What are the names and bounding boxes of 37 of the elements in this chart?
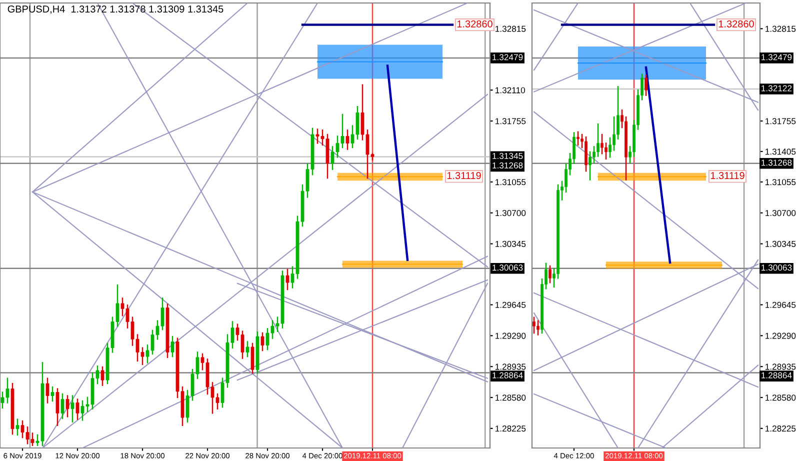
annotation: 1.32860 <box>457 20 492 28</box>
y-tick-label: 1.30700 <box>766 210 796 216</box>
y-tick-label: 1.28225 <box>766 426 796 432</box>
y-tick-label: 1.30345 <box>766 240 796 247</box>
y-tick-label: 1.29645 <box>496 302 526 308</box>
chart-title: GBPUSD,H4 1.31372 1.31378 1.31309 1.31345 <box>8 5 224 14</box>
y-tick-label: 1.30345 <box>496 240 526 247</box>
y-tick-label: 1.32110 <box>496 87 526 94</box>
y-tick-label: 1.30700 <box>496 210 526 216</box>
ref-line-label: 1.32122 <box>762 85 792 92</box>
y-tick-label: 1.28935 <box>496 364 526 370</box>
ref-line-label: 1.31268 <box>762 160 792 166</box>
y-tick-label: 1.31755 <box>496 118 526 124</box>
ref-line-label: 1.32479 <box>492 54 523 60</box>
y-tick-label: 1.31755 <box>766 118 796 124</box>
ref-line-label: 1.28864 <box>492 372 523 378</box>
ref-line-label: 1.30063 <box>762 264 792 271</box>
annotation: 1.31119 <box>447 172 481 180</box>
ref-line-label: 1.30063 <box>492 264 523 271</box>
ref-line-label: 1.32479 <box>762 54 792 60</box>
y-tick-label: 1.31055 <box>766 179 796 186</box>
y-tick-label: 1.28935 <box>766 364 796 370</box>
y-tick-label: 1.28225 <box>496 426 526 432</box>
y-tick-label: 1.29290 <box>496 332 526 339</box>
ref-line-label: 1.28864 <box>762 372 792 378</box>
y-tick-label: 1.29290 <box>766 332 796 339</box>
y-tick-label: 1.31055 <box>496 179 526 186</box>
ref-line-label: 1.31345 <box>492 152 523 160</box>
y-tick-label: 1.28580 <box>766 394 796 401</box>
annotation: 1.32860 <box>718 20 754 28</box>
ref-line-label: 1.31268 <box>492 162 523 169</box>
annotation: 1.31119 <box>710 172 744 180</box>
y-tick-label: 1.29645 <box>766 302 796 308</box>
y-tick-label: 1.31405 <box>766 148 796 155</box>
y-tick-label: 1.32815 <box>496 26 526 32</box>
y-tick-label: 1.28580 <box>496 394 526 401</box>
y-tick-label: 1.32815 <box>766 26 796 32</box>
